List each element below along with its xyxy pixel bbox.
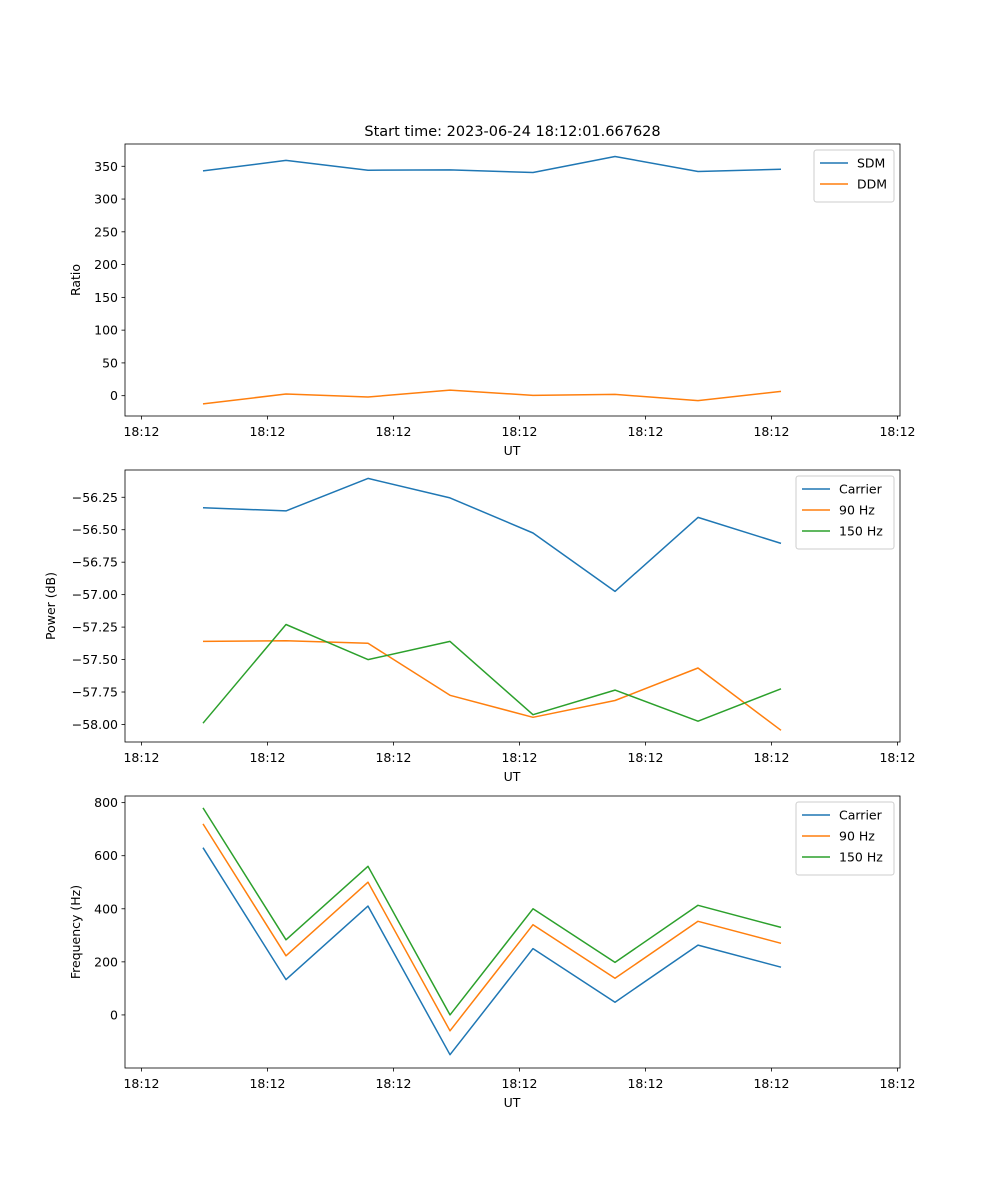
series-line-1-1 xyxy=(202,155,782,174)
x-tick-label: 18:12 xyxy=(879,750,915,765)
series-line-2-3 xyxy=(202,623,782,724)
chart-panel-3: 18:12 18:12 18:12 18:12 18:12 18:12 18:12 0 200 4… xyxy=(68,795,916,1110)
y-tick-label: 100 xyxy=(94,323,118,338)
y-tick-label: −57.75 xyxy=(72,685,118,700)
x-tick-label: 18:12 xyxy=(753,750,789,765)
y-tick-label: −57.50 xyxy=(72,652,118,667)
legend-label: 150 Hz xyxy=(839,850,883,865)
y-tick-label: 0 xyxy=(110,388,118,403)
y-axis-label: Ratio xyxy=(68,264,83,296)
x-axis-label: UT xyxy=(504,769,521,784)
x-tick-label: 18:12 xyxy=(753,424,789,439)
x-tick-label: 18:12 xyxy=(123,750,159,765)
legend-label: Carrier xyxy=(839,808,883,823)
legend-label: 150 Hz xyxy=(839,524,883,539)
y-tick-label: 150 xyxy=(94,290,118,305)
legend-label: DDM xyxy=(857,177,887,192)
y-tick-label: 350 xyxy=(94,159,118,174)
y-axis-label: Frequency (Hz) xyxy=(68,885,83,979)
x-tick-label: 18:12 xyxy=(627,424,663,439)
series-line-3-3 xyxy=(202,807,782,1016)
x-tick-label: 18:12 xyxy=(627,750,663,765)
x-tick-label: 18:12 xyxy=(501,424,537,439)
y-tick-label: −56.25 xyxy=(72,490,118,505)
x-tick-label: 18:12 xyxy=(879,1076,915,1091)
x-tick-label: 18:12 xyxy=(879,424,915,439)
axes-frame xyxy=(124,469,901,743)
y-tick-label: −58.00 xyxy=(72,717,118,732)
legend-label: 90 Hz xyxy=(839,829,875,844)
legend-label: 90 Hz xyxy=(839,503,875,518)
x-tick-label: 18:12 xyxy=(123,1076,159,1091)
x-tick-label: 18:12 xyxy=(501,1076,537,1091)
y-tick-label: 600 xyxy=(94,848,118,863)
y-tick-label: 800 xyxy=(94,795,118,810)
y-tick-label: 200 xyxy=(94,257,118,272)
series-line-2-2 xyxy=(202,639,782,731)
y-tick-label: −57.25 xyxy=(72,620,118,635)
y-tick-label: 250 xyxy=(94,224,118,239)
x-tick-label: 18:12 xyxy=(249,424,285,439)
x-axis-label: UT xyxy=(504,1095,521,1110)
series-line-2-1 xyxy=(202,477,782,593)
legend-label: SDM xyxy=(857,156,885,171)
y-tick-label: 0 xyxy=(110,1007,118,1022)
chart-panel-1: 18:12 18:12 18:12 18:12 18:12 18:12 18:12 0 50 10… xyxy=(68,124,916,458)
x-tick-label: 18:12 xyxy=(375,1076,411,1091)
x-tick-label: 18:12 xyxy=(123,424,159,439)
axes-frame xyxy=(124,795,901,1069)
x-tick-label: 18:12 xyxy=(375,750,411,765)
series-line-1-2 xyxy=(202,389,782,405)
x-tick-label: 18:12 xyxy=(753,1076,789,1091)
x-tick-label: 18:12 xyxy=(501,750,537,765)
series-line-3-1 xyxy=(202,847,782,1056)
y-tick-label: 50 xyxy=(102,355,118,370)
y-axis-label: Power (dB) xyxy=(43,572,58,640)
x-tick-label: 18:12 xyxy=(249,750,285,765)
y-tick-label: 200 xyxy=(94,954,118,969)
y-tick-label: −56.50 xyxy=(72,522,118,537)
x-tick-label: 18:12 xyxy=(249,1076,285,1091)
x-tick-label: 18:12 xyxy=(627,1076,663,1091)
axes-frame xyxy=(124,143,901,417)
x-tick-label: 18:12 xyxy=(375,424,411,439)
chart-title: Start time: 2023-06-24 18:12:01.667628 xyxy=(364,124,660,140)
y-tick-label: 300 xyxy=(94,192,118,207)
y-tick-label: −57.00 xyxy=(72,587,118,602)
series-line-3-2 xyxy=(202,823,782,1032)
y-tick-label: 400 xyxy=(94,901,118,916)
chart-panel-2: 18:12 18:12 18:12 18:12 18:12 18:12 18:12 −58.0… xyxy=(43,469,916,784)
x-axis-label: UT xyxy=(504,443,521,458)
y-tick-label: −56.75 xyxy=(72,555,118,570)
legend-label: Carrier xyxy=(839,482,883,497)
